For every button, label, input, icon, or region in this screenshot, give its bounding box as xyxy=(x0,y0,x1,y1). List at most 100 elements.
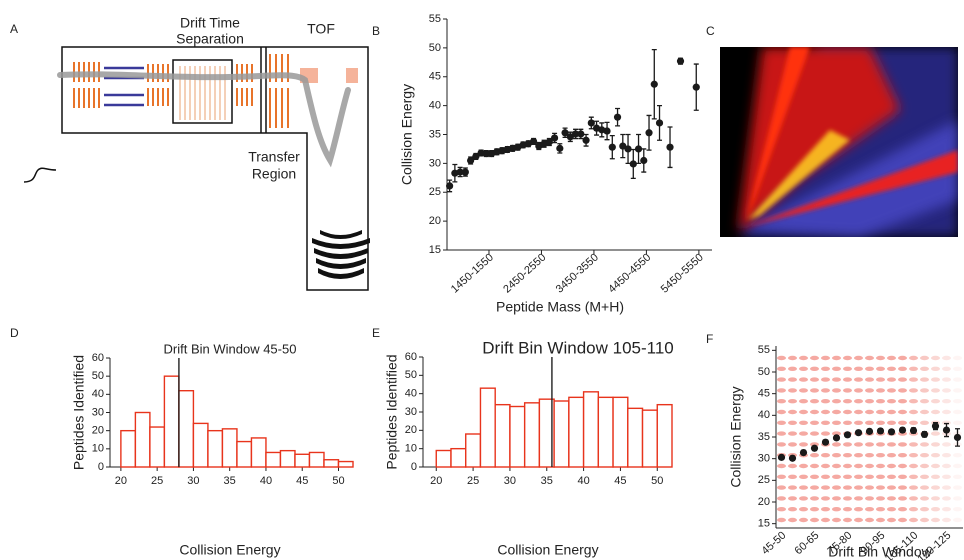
background-spot xyxy=(799,474,808,479)
background-spot xyxy=(909,420,918,425)
background-spot xyxy=(920,485,929,490)
x-tick-label: 3450-3550 xyxy=(554,251,601,295)
background-spot xyxy=(942,366,951,371)
background-spot xyxy=(821,388,830,393)
point xyxy=(608,143,616,151)
background-spot xyxy=(953,517,962,523)
background-spot xyxy=(788,377,797,382)
background-spot xyxy=(920,377,929,382)
point xyxy=(472,152,480,161)
x-tick-label: 40 xyxy=(260,475,272,487)
y-tick-label: 20 xyxy=(429,215,441,227)
background-spot xyxy=(953,409,962,415)
point xyxy=(629,160,637,168)
diagram-label: TOF xyxy=(307,21,335,37)
background-spot xyxy=(832,496,841,501)
background-spot xyxy=(898,463,907,469)
background-spot xyxy=(810,474,819,479)
heatmap-image xyxy=(720,47,958,237)
background-spot xyxy=(865,485,874,490)
background-spot xyxy=(953,496,962,501)
background-spot xyxy=(942,474,951,479)
background-spot xyxy=(821,355,830,361)
background-spot xyxy=(887,388,896,393)
x-tick-label: 50 xyxy=(332,475,344,487)
y-tick-label: 50 xyxy=(405,369,417,381)
chart-title: Drift Bin Window 105-110 xyxy=(482,338,674,357)
background-spot xyxy=(821,517,830,523)
background-spot xyxy=(865,366,874,371)
background-spot xyxy=(865,517,874,523)
background-spot xyxy=(953,355,962,361)
background-spot xyxy=(821,366,830,371)
histogram-bar xyxy=(553,400,570,468)
panel-label: C xyxy=(706,24,715,38)
background-spot xyxy=(843,507,852,512)
background-spot xyxy=(887,463,896,469)
y-tick-label: 55 xyxy=(758,344,770,356)
y-tick-label: 30 xyxy=(758,453,770,465)
y-tick-label: 35 xyxy=(758,431,770,443)
background-spot xyxy=(799,409,808,415)
y-axis-label: Peptides Identified xyxy=(384,354,400,469)
background-spot xyxy=(953,485,962,490)
histogram-bar xyxy=(120,429,137,468)
x-tick-label: 20 xyxy=(115,475,127,487)
background-spot xyxy=(942,442,951,447)
background-spot xyxy=(832,366,841,371)
background-spot xyxy=(953,366,962,371)
quadrupole xyxy=(104,66,144,107)
point xyxy=(582,136,590,144)
background-spot xyxy=(931,399,940,404)
background-spot xyxy=(876,420,885,425)
background-spot xyxy=(832,442,841,447)
ion-guide xyxy=(73,54,289,128)
point xyxy=(640,156,648,165)
point xyxy=(603,127,611,135)
x-tick-label: 30 xyxy=(504,475,516,487)
y-axis-label: Peptides Identified xyxy=(71,355,87,470)
x-tick-label: 1450-1550 xyxy=(449,251,496,295)
background-spot xyxy=(810,355,819,361)
background-spot xyxy=(799,431,808,436)
background-spot xyxy=(788,517,797,523)
point xyxy=(655,119,664,127)
background-spot xyxy=(810,388,819,393)
background-spot xyxy=(854,399,863,404)
background-spot xyxy=(909,366,918,371)
histogram-bar xyxy=(149,426,166,468)
background-spot xyxy=(788,442,797,447)
background-spot xyxy=(887,366,896,371)
background-spot xyxy=(788,399,797,404)
histogram-bar xyxy=(582,391,600,468)
x-tick-label: 45 xyxy=(296,475,308,487)
y-tick-label: 15 xyxy=(758,518,770,530)
panel-label: B xyxy=(372,24,380,38)
point xyxy=(810,444,819,452)
background-spot xyxy=(777,409,786,415)
instrument-outline xyxy=(61,46,369,291)
histogram-bar xyxy=(163,375,180,468)
background-spot xyxy=(865,399,874,404)
y-tick-label: 60 xyxy=(92,352,104,364)
background-spot xyxy=(953,420,962,425)
histogram-bar xyxy=(323,459,340,468)
x-tick-label: 25 xyxy=(467,475,479,487)
background-spot xyxy=(898,388,907,393)
point xyxy=(931,422,940,430)
background-spot xyxy=(898,507,907,512)
point xyxy=(854,429,863,437)
background-spot xyxy=(832,399,841,404)
background-spot xyxy=(920,388,929,393)
background-spot xyxy=(942,496,951,501)
point xyxy=(865,427,874,435)
background-spot xyxy=(942,453,951,458)
background-spot xyxy=(777,377,786,382)
point xyxy=(467,156,475,165)
background-spot xyxy=(931,507,940,512)
background-spot xyxy=(887,355,896,361)
histogram-bar xyxy=(656,403,673,468)
y-tick-label: 45 xyxy=(758,388,770,400)
background-spot xyxy=(942,409,951,415)
background-spot xyxy=(821,431,830,436)
